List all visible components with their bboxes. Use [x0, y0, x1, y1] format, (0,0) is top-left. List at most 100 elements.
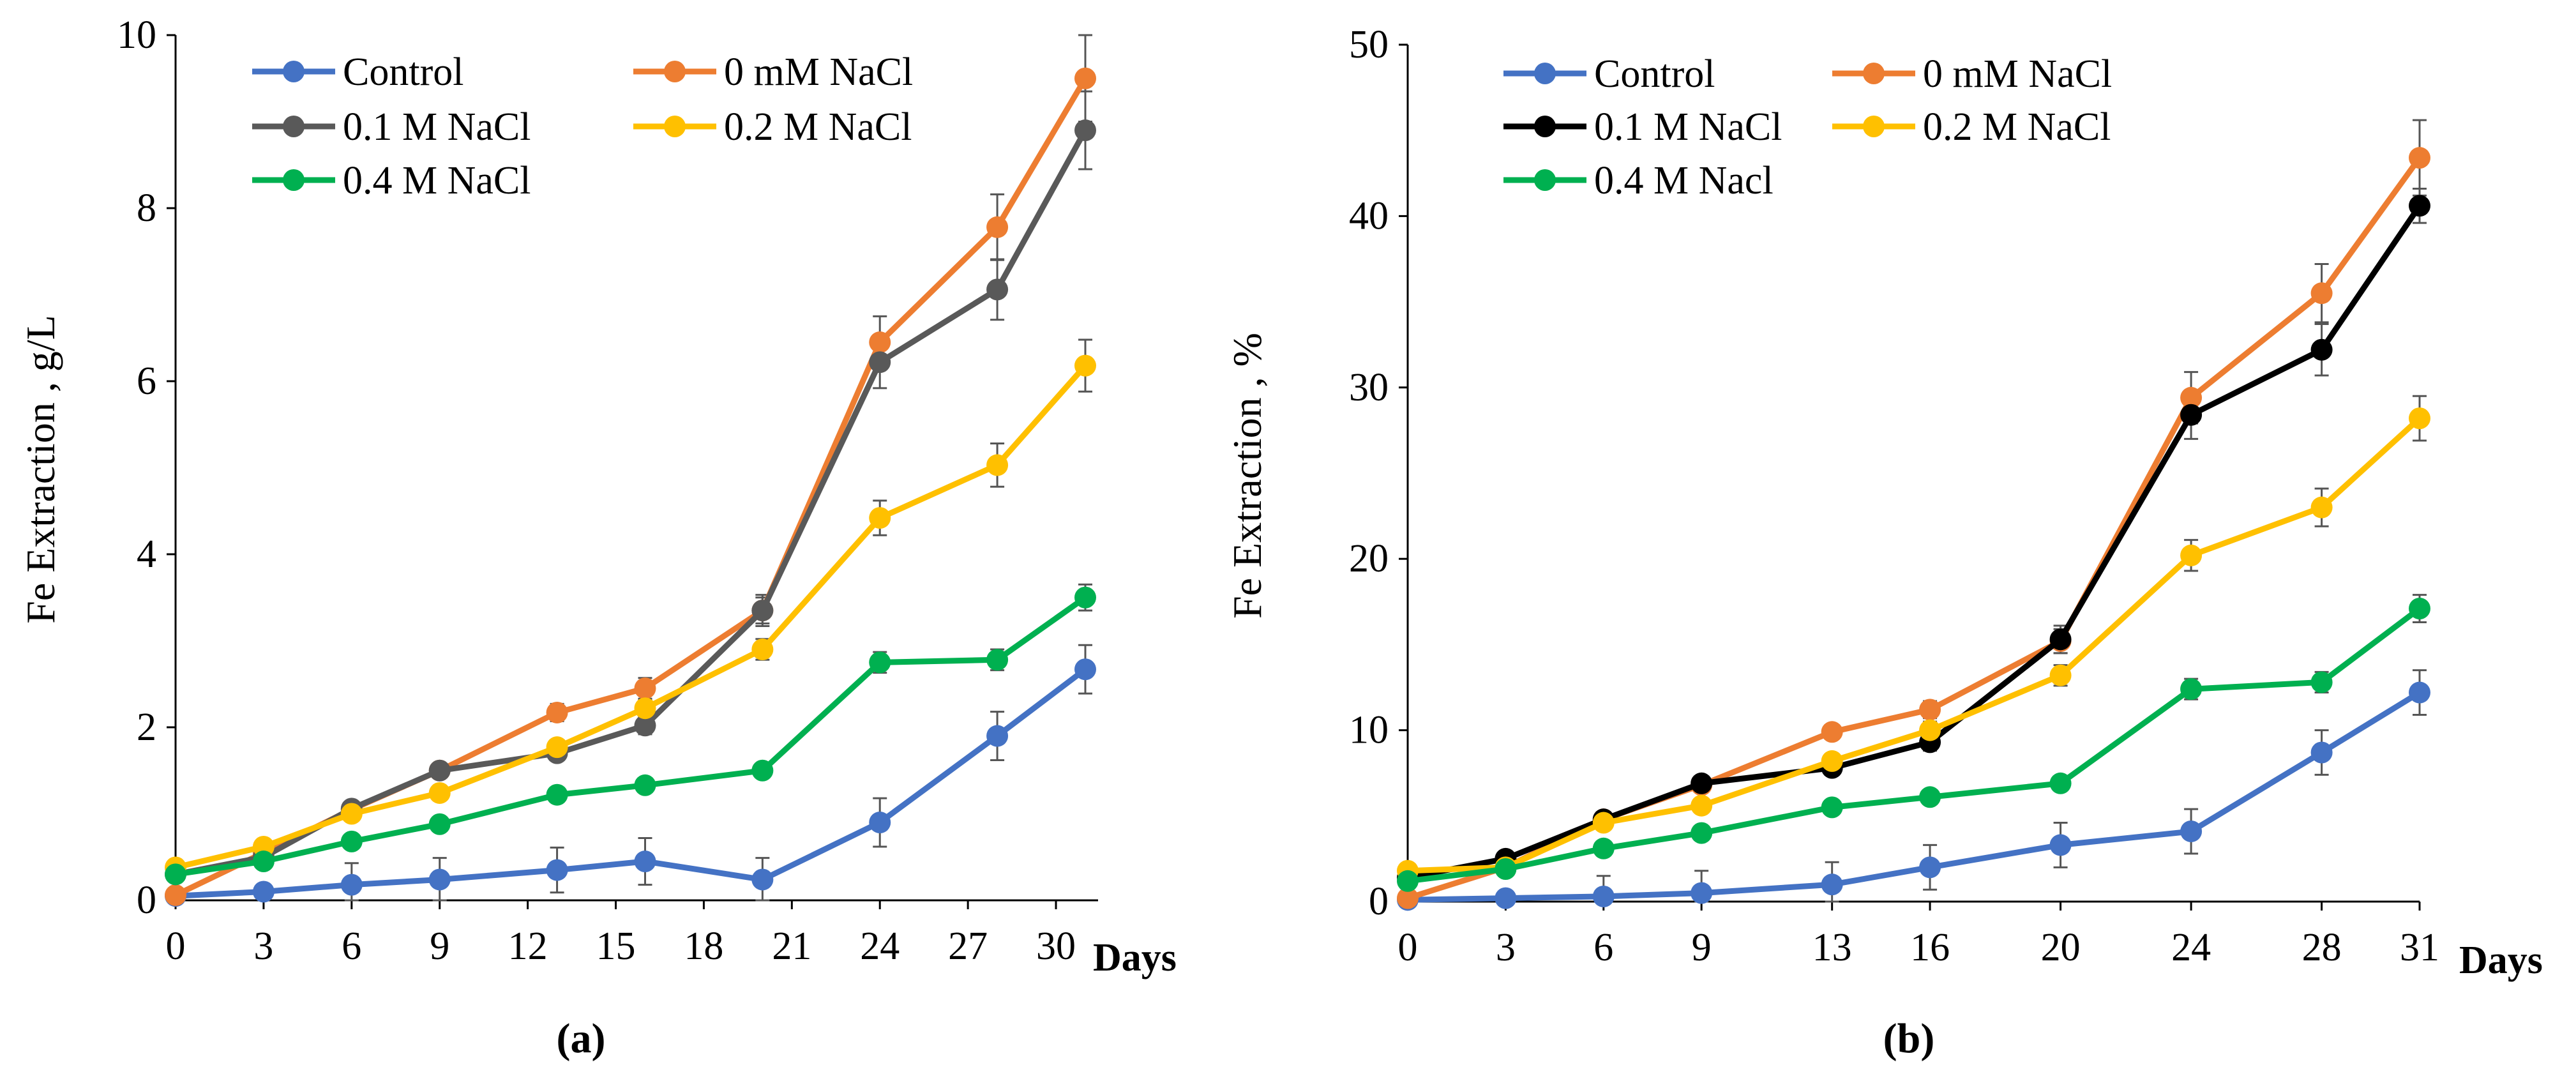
data-point [428, 868, 451, 891]
data-point [986, 278, 1009, 301]
legend-label: 0.4 M Nacl [1594, 159, 1774, 202]
legend-marker [283, 169, 305, 191]
data-point [340, 830, 363, 852]
chart-a-y-axis-label: Fe Extraction , g/L [18, 315, 63, 623]
x-tick-label: 15 [596, 925, 636, 968]
data-point [252, 851, 275, 873]
legend-label: 0 mM NaCl [1923, 52, 2112, 96]
legend-label: Control [343, 50, 463, 94]
data-point [1495, 887, 1517, 909]
chart-a-legend: Control 0 mM NaCl 0.1 M NaCl 0.2 M NaCl [252, 50, 913, 202]
x-tick-label: 30 [1036, 925, 1076, 968]
data-point [428, 813, 451, 835]
series-line [172, 363, 1088, 870]
data-point [1691, 882, 1713, 904]
legend-marker [283, 116, 305, 137]
chart-b-axes [1406, 45, 2420, 903]
data-point [634, 715, 656, 737]
chart-a-x-ticks: 0 3 6 9 12 15 18 21 24 27 30 [166, 900, 1076, 968]
data-point [1397, 887, 1419, 909]
legend-item-0.2m-nacl: 0.2 M NaCl [633, 105, 912, 149]
series-0.1-m-nacl [165, 119, 1096, 886]
data-point [2049, 772, 2072, 794]
legend-marker [664, 61, 686, 82]
series-line [172, 127, 1088, 877]
data-point [2409, 147, 2430, 169]
x-tick-label: 9 [430, 925, 449, 968]
data-point [2180, 404, 2203, 426]
data-point [1919, 786, 1941, 808]
x-tick-label: 18 [684, 925, 723, 968]
data-point [165, 863, 186, 886]
y-tick-label: 20 [1349, 537, 1389, 580]
data-point [1821, 721, 1843, 743]
data-point [1495, 858, 1517, 881]
y-tick-label: 6 [137, 359, 156, 403]
series-line [1405, 690, 2423, 903]
x-tick-label: 0 [166, 925, 186, 968]
data-point [751, 759, 774, 782]
data-point [546, 701, 568, 723]
x-tick-label: 27 [948, 925, 988, 968]
data-point [751, 868, 774, 891]
legend-item-control: Control [1503, 52, 1715, 96]
data-point [2310, 282, 2333, 305]
chart-a-panel-label: (a) [557, 1015, 606, 1062]
x-tick-label: 16 [1910, 926, 1950, 969]
data-point [1592, 812, 1615, 834]
data-point [1074, 658, 1096, 681]
x-tick-label: 24 [860, 925, 900, 968]
data-point [2409, 407, 2430, 430]
data-point [1821, 874, 1843, 896]
data-point [165, 884, 186, 906]
x-tick-label: 24 [2171, 926, 2211, 969]
data-point [2049, 834, 2072, 856]
x-tick-label: 3 [253, 925, 273, 968]
data-point [340, 874, 363, 896]
data-point [2310, 671, 2333, 693]
legend-label: 0.2 M NaCl [724, 105, 912, 149]
legend-label: Control [1594, 52, 1715, 96]
data-point [546, 859, 568, 881]
series-line [172, 666, 1088, 899]
chart-b-y-ticks: 0 10 20 30 40 50 [1349, 23, 1408, 923]
data-point [546, 736, 568, 759]
data-point [869, 651, 891, 674]
chart-b-x-ticks: 0 3 6 9 13 16 20 24 28 31 [1398, 902, 2439, 969]
data-point [2409, 598, 2430, 620]
data-point [634, 774, 656, 796]
data-point [869, 812, 891, 834]
data-point [2310, 338, 2333, 361]
series-0.1-m-nacl [1397, 195, 2430, 889]
y-tick-label: 0 [137, 879, 156, 922]
chart-b-x-axis-label: Days [2459, 939, 2543, 982]
legend-item-0.2m-nacl: 0.2 M NaCl [1832, 105, 2111, 149]
data-point [2310, 496, 2333, 518]
legend-marker [1863, 63, 1885, 84]
y-tick-label: 10 [1349, 709, 1389, 752]
data-point [1074, 586, 1096, 609]
y-tick-label: 2 [137, 706, 156, 749]
data-point [2310, 741, 2333, 764]
series-0-mm-nacl [1397, 147, 2430, 909]
data-point [1074, 119, 1096, 142]
chart-b-legend: Control 0 mM NaCl 0.1 M NaCl 0.2 M NaCl [1503, 52, 2112, 202]
series-0-mm-nacl [165, 67, 1096, 906]
y-tick-label: 4 [137, 533, 156, 576]
legend-item-control: Control [252, 50, 463, 94]
x-tick-label: 21 [772, 925, 811, 968]
x-tick-label: 3 [1496, 926, 1516, 969]
legend-label: 0.1 M NaCl [1594, 105, 1782, 149]
legend-marker [664, 116, 686, 137]
legend-label: 0.4 M NaCl [343, 159, 531, 202]
data-point [1919, 719, 1941, 741]
data-point [634, 697, 656, 720]
legend-marker [1534, 63, 1556, 84]
y-tick-label: 40 [1349, 194, 1389, 238]
data-point [2409, 681, 2430, 704]
data-point [869, 331, 891, 354]
data-point [1919, 699, 1941, 721]
x-tick-label: 28 [2302, 926, 2342, 969]
legend-item-0.1m-nacl: 0.1 M NaCl [252, 105, 531, 149]
data-point [2180, 820, 2203, 842]
